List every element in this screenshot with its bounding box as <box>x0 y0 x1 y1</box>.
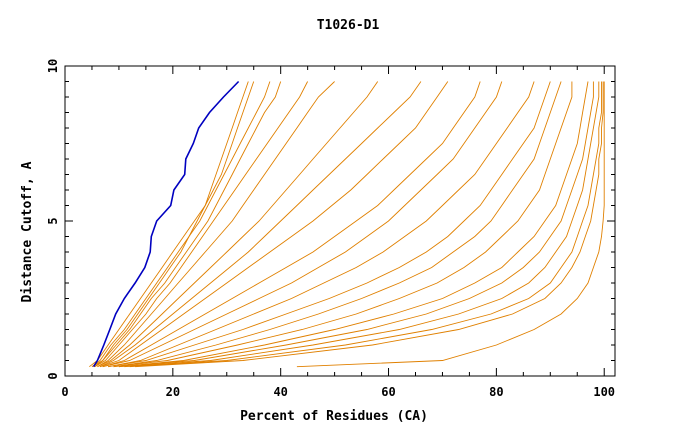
model-series-line-2 <box>91 81 255 368</box>
x-tick-label: 40 <box>273 385 287 399</box>
x-tick-label: 20 <box>166 385 180 399</box>
model-series-line-13 <box>108 81 551 368</box>
model-series-line-7 <box>97 81 379 368</box>
model-series-line-1 <box>89 81 249 368</box>
x-tick-label: 80 <box>489 385 503 399</box>
tick-layer: 0 20 40 60 80 100 0 5 10 <box>46 59 615 399</box>
model-series-line-12 <box>108 81 535 368</box>
model-series-line-11 <box>102 81 503 368</box>
x-tick-label: 0 <box>61 385 68 399</box>
highlight-series-line <box>92 80 240 368</box>
chart-title: T1026-D1 <box>317 18 380 33</box>
model-series-line-15 <box>113 81 573 368</box>
model-series-line-10 <box>102 81 481 368</box>
model-series-line-20 <box>135 81 604 368</box>
y-axis-label: Distance Cutoff, A <box>20 161 35 302</box>
y-tick-label: 0 <box>46 372 60 379</box>
model-series-line-3 <box>91 81 271 368</box>
model-series-line-16 <box>118 81 589 368</box>
model-series-line-21 <box>296 81 605 368</box>
x-tick-label: 100 <box>593 385 615 399</box>
model-series-line-8 <box>99 81 422 368</box>
model-series-line-4 <box>94 81 282 368</box>
y-tick-label: 5 <box>46 217 60 224</box>
x-tick-label: 60 <box>381 385 395 399</box>
model-series-line-5 <box>94 81 308 368</box>
model-series-line-18 <box>124 81 600 368</box>
y-tick-label: 10 <box>46 59 60 73</box>
x-axis-label: Percent of Residues (CA) <box>240 409 428 424</box>
model-series-line-6 <box>97 81 335 368</box>
model-series-line-14 <box>113 81 562 368</box>
model-series-line-17 <box>118 81 594 368</box>
series-layer <box>89 80 605 368</box>
plot-frame <box>64 65 616 377</box>
model-series-line-19 <box>129 81 602 368</box>
model-series-line-9 <box>99 81 449 368</box>
